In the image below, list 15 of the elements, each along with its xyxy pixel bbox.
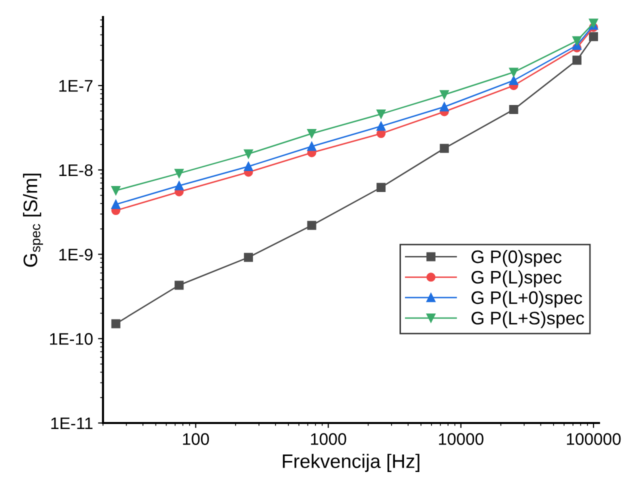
x-tick-label: 1000: [311, 433, 346, 445]
y-tick-label: 1E-11: [51, 418, 92, 430]
y-axis-title: G$_{spec}$ [S/m]: [23, 174, 44, 267]
x-tick-label: 10000: [439, 433, 484, 445]
y-tick-label: 1E-7: [59, 80, 92, 92]
y-tick-label: 1E-9: [59, 248, 92, 260]
x-tick-label: 100000: [566, 433, 621, 445]
legend-label: G P(L+S)spec: [472, 311, 584, 328]
legend-label: G P(L+0)spec: [472, 290, 582, 308]
x-tick-label: 100: [183, 433, 209, 445]
y-tick-label: 1E-8: [59, 164, 93, 176]
y-tick-label: 1E-10: [50, 333, 93, 345]
legend-label: G P(0)spec: [472, 250, 562, 267]
legend-label: G P(L)spec: [472, 270, 562, 288]
x-axis-title: Frekvencija [Hz]: [282, 454, 420, 472]
